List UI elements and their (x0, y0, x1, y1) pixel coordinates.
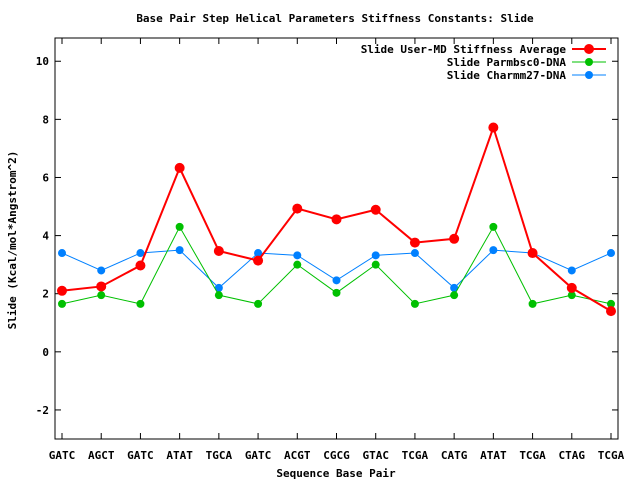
data-point (606, 306, 616, 317)
data-point (332, 288, 341, 297)
x-tick-label: CATG (441, 449, 468, 462)
series-3 (58, 246, 615, 292)
data-point (175, 246, 184, 255)
data-point (135, 260, 146, 271)
y-tick-label: 10 (36, 55, 49, 68)
data-point (97, 266, 106, 275)
data-point (410, 299, 419, 308)
y-axis-label: Slide (Kcal/mol*Angstrom^2) (6, 151, 19, 330)
data-point (410, 249, 419, 258)
x-tick-label: TCGA (519, 449, 546, 462)
y-tick-label: 2 (42, 288, 49, 301)
x-axis-label: Sequence Base Pair (276, 467, 396, 480)
x-tick-label: ATAT (480, 449, 507, 462)
data-point (607, 299, 615, 308)
legend-marker (585, 58, 593, 66)
x-tick-label: CGCG (323, 449, 350, 462)
legend-marker (584, 44, 594, 54)
data-point (57, 285, 67, 296)
x-tick-label: GATC (49, 449, 76, 462)
legend-marker (585, 71, 593, 79)
x-tick-label: GTAC (362, 449, 389, 462)
x-tick-label: GATC (245, 449, 272, 462)
plot-area-frame (54, 37, 619, 440)
data-point (174, 162, 185, 173)
data-point (214, 291, 223, 300)
data-point (567, 266, 576, 275)
y-tick-label: 0 (42, 346, 49, 359)
legend-label: Slide Parmbsc0-DNA (447, 56, 567, 69)
legend-label: Slide Charmm27-DNA (447, 69, 567, 82)
data-point (253, 255, 264, 266)
y-tick-label: 8 (42, 113, 49, 126)
x-tick-label: ATAT (166, 449, 193, 462)
data-point (96, 281, 107, 292)
data-point (97, 291, 106, 300)
data-point (136, 299, 145, 308)
y-tick-label: 6 (42, 171, 49, 184)
x-tick-label: CTAG (559, 449, 586, 462)
x-tick-label: TGCA (206, 449, 233, 462)
data-point (214, 283, 223, 292)
data-point (528, 299, 537, 308)
series-layer (57, 122, 616, 317)
data-point (607, 249, 615, 258)
data-point (450, 291, 459, 300)
data-point (370, 204, 381, 215)
y-tick-label: -2 (36, 404, 49, 417)
chart-title: Base Pair Step Helical Parameters Stiffn… (136, 12, 534, 25)
data-point (254, 249, 263, 258)
data-point (213, 245, 224, 256)
data-point (332, 276, 341, 285)
data-point (293, 260, 302, 269)
data-point (489, 222, 498, 231)
data-point (449, 233, 460, 244)
data-point (567, 291, 576, 300)
data-point (488, 122, 499, 133)
x-axis: GATC AGCT GATC ATAT TGCA GATC ACGT CGCG GTAC TCGA… (49, 38, 625, 462)
x-tick-label: GATC (127, 449, 154, 462)
data-point (254, 299, 263, 308)
data-point (489, 246, 498, 255)
y-tick-label: 4 (42, 230, 49, 243)
data-point (409, 237, 420, 248)
data-point (371, 260, 380, 269)
data-point (58, 299, 66, 308)
x-tick-label: ACGT (284, 449, 311, 462)
series-1 (57, 122, 616, 317)
data-point (527, 248, 538, 259)
data-point (58, 249, 66, 258)
data-point (136, 249, 145, 258)
data-point (292, 203, 303, 214)
x-tick-label: TCGA (402, 449, 429, 462)
data-point (293, 251, 302, 260)
data-point (175, 222, 184, 231)
y-axis: -2 0 2 4 6 8 10 (36, 55, 618, 417)
x-tick-label: AGCT (88, 449, 115, 462)
x-tick-label: TCGA (598, 449, 625, 462)
legend-label: Slide User-MD Stiffness Average (361, 43, 567, 56)
data-point (450, 283, 459, 292)
data-point (371, 251, 380, 260)
series-2 (58, 222, 615, 308)
data-point (331, 214, 342, 225)
data-point (566, 282, 577, 293)
